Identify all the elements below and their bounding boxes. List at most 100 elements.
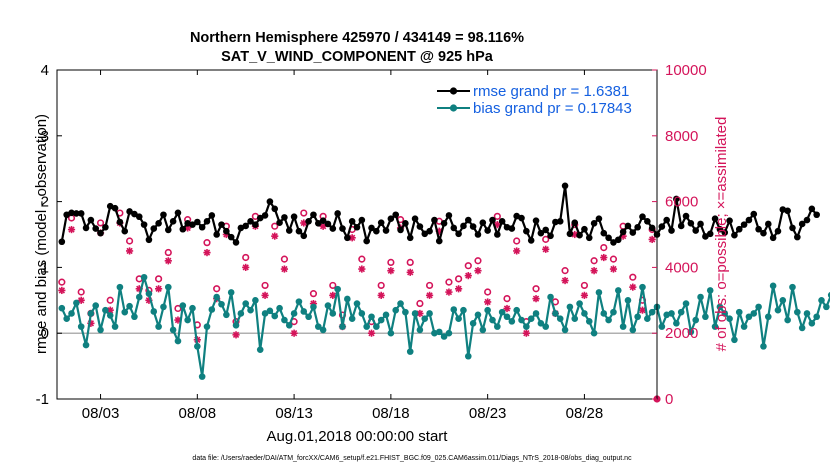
assimilated-obs-point <box>474 267 482 275</box>
bias-point <box>82 341 90 349</box>
x-tick-label: 08/03 <box>82 405 120 422</box>
bias-point <box>285 322 293 329</box>
bias-point <box>189 304 196 312</box>
asterisk-stroke <box>503 305 511 312</box>
asterisk-stroke <box>542 246 549 253</box>
rmse-point <box>789 224 796 232</box>
asterisk-stroke <box>445 288 453 296</box>
asterisk-stroke <box>532 295 540 302</box>
bias-point <box>682 300 690 307</box>
rmse-point <box>460 222 467 230</box>
rmse-point <box>605 234 612 242</box>
bias-point <box>605 316 612 324</box>
possible-obs-point <box>174 304 182 313</box>
possible-obs-point <box>561 267 569 275</box>
bias-point <box>397 300 404 307</box>
asterisk-stroke <box>174 316 182 324</box>
rmse-point <box>794 233 801 241</box>
bias-point <box>508 318 516 325</box>
rmse-point <box>590 220 598 227</box>
bias-point <box>300 308 308 315</box>
x-tick-label: 08/18 <box>372 405 410 422</box>
bias-point <box>247 306 254 314</box>
rmse-point <box>706 230 714 238</box>
bias-point <box>426 310 433 317</box>
bias-point <box>164 283 172 291</box>
rmse-point <box>547 232 554 240</box>
bias-point <box>706 287 714 294</box>
bias-point <box>552 310 559 317</box>
rmse-point <box>464 216 472 224</box>
rmse-point <box>339 225 346 232</box>
assimilated-obs-point <box>455 285 463 293</box>
y-tick-label: -1 <box>36 391 49 408</box>
rmse-point <box>711 215 719 223</box>
bias-point <box>600 310 608 317</box>
y-tick-label: 1 <box>41 259 49 276</box>
asterisk-stroke <box>271 232 278 240</box>
rmse-point <box>377 219 385 226</box>
bias-point <box>494 323 501 330</box>
possible-obs-point <box>280 255 289 263</box>
bias-point <box>479 326 487 334</box>
bias-point <box>324 302 332 309</box>
bias-point <box>305 313 312 321</box>
asterisk-stroke <box>165 257 172 264</box>
rmse-point <box>566 230 574 238</box>
bias-point <box>266 307 274 315</box>
rmse-point <box>489 216 496 224</box>
rmse-point <box>755 225 762 233</box>
bias-point <box>745 313 753 321</box>
rmse-point <box>58 238 66 246</box>
asterisk-stroke <box>203 249 211 256</box>
bias-point <box>242 300 250 307</box>
y2-tick-label: 2000 <box>665 325 698 342</box>
possible-obs-point <box>271 222 279 230</box>
asterisk-stroke <box>639 307 646 314</box>
bias-point <box>764 313 772 321</box>
bias-point <box>63 315 70 323</box>
rmse-point <box>508 225 516 232</box>
rmse-point <box>218 221 225 228</box>
bias-point <box>716 303 724 311</box>
rmse-point <box>750 210 758 218</box>
asterisk-stroke <box>600 254 607 261</box>
bias-point <box>102 306 109 314</box>
bias-point <box>595 289 603 296</box>
asterisk-stroke <box>523 330 530 337</box>
bias-point <box>760 343 767 350</box>
bias-point <box>440 333 448 340</box>
bias-point <box>319 326 327 334</box>
rmse-point <box>479 219 487 226</box>
rmse-point <box>169 218 177 225</box>
rmse-point <box>261 212 269 219</box>
rmse-point <box>629 229 637 236</box>
rmse-point <box>576 231 583 239</box>
bias-point <box>377 316 385 324</box>
bias-point <box>73 299 80 307</box>
bias-point <box>721 310 729 317</box>
bias-point <box>585 318 593 325</box>
bias-point <box>145 290 153 298</box>
bias-point <box>460 306 467 314</box>
rmse-point <box>373 227 380 235</box>
rmse-point <box>619 228 627 236</box>
asterisk-stroke <box>107 307 114 314</box>
bias-point <box>160 303 167 311</box>
legend-bias-label: bias grand pr = 0.17843 <box>473 100 632 117</box>
rmse-point <box>247 218 254 225</box>
bias-point <box>503 313 511 321</box>
rmse-point <box>426 227 433 235</box>
rmse-point <box>600 229 608 237</box>
left-axis: -1 0 1 2 3 4 <box>36 62 62 408</box>
assimilated-obs-point <box>542 245 550 253</box>
asterisk-stroke <box>387 267 395 274</box>
asterisk-stroke <box>561 277 569 284</box>
bias-point <box>402 308 409 316</box>
bias-point <box>779 297 787 304</box>
legend-rmse-label: rmse grand pr = 1.6381 <box>473 83 629 100</box>
possible-obs-point <box>329 281 337 290</box>
rmse-point <box>271 205 279 213</box>
rmse-point <box>102 223 109 231</box>
asterisk-stroke <box>513 247 520 255</box>
